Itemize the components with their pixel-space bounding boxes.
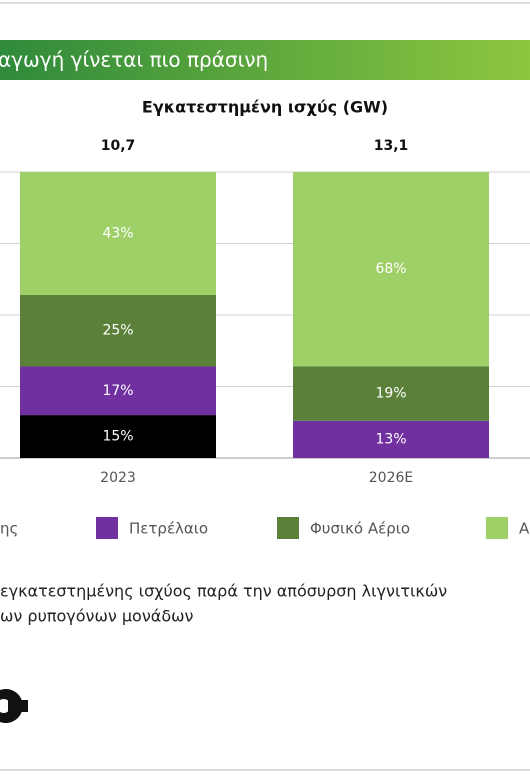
data-label: 19% [375, 386, 406, 402]
data-label: 13% [375, 431, 406, 447]
data-label: 15% [102, 429, 133, 445]
total-label: 10,7 [101, 138, 136, 154]
bar-segment [20, 294, 216, 367]
legend-label: Α [519, 520, 530, 538]
bar-segment [20, 172, 216, 295]
footnote: ων ρυπογόνων μονάδων [0, 607, 194, 626]
data-label: 43% [102, 225, 133, 241]
x-tick-label: 2023 [100, 470, 136, 486]
x-tick-label: 2026E [369, 470, 413, 486]
legend-label: Φυσικό Αέριο [310, 520, 410, 538]
footnote: εγκατεστημένης ισχύος παρά την απόσυρση … [0, 582, 447, 601]
legend-swatch [486, 517, 508, 539]
legend-swatch [277, 517, 299, 539]
bar-segment [20, 415, 216, 458]
legend-label: ης [0, 520, 18, 538]
data-label: 68% [375, 261, 406, 277]
data-label: 25% [102, 323, 133, 339]
bar-segment [293, 366, 489, 421]
bar-segment [293, 420, 489, 458]
legend-swatch [96, 517, 118, 539]
data-label: 17% [102, 383, 133, 399]
header-banner [0, 40, 530, 80]
chart-title: Εγκατεστημένη ισχύς (GW) [142, 98, 388, 117]
total-label: 13,1 [374, 138, 409, 154]
bar-segment [293, 172, 489, 367]
bar-segment [20, 366, 216, 416]
header-text: αγωγή γίνεται πιο πράσινη [0, 48, 268, 72]
legend-label: Πετρέλαιο [129, 520, 208, 538]
logo [0, 689, 28, 723]
